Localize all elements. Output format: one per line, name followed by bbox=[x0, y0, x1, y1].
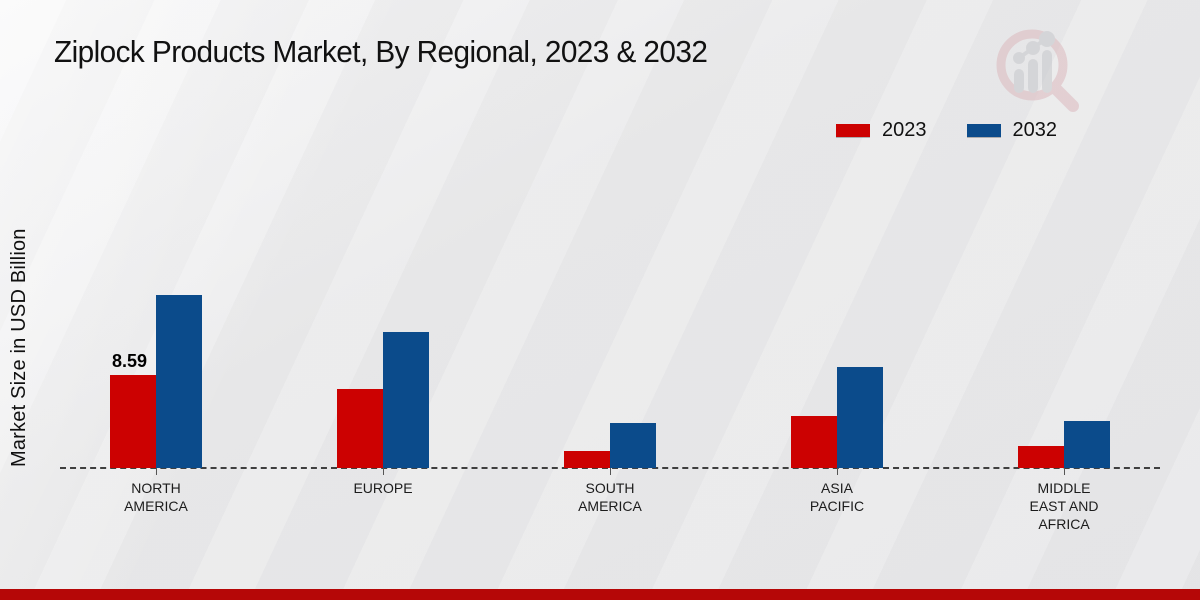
bar-2023-middle-east-and-africa bbox=[1018, 446, 1064, 468]
category-label-europe: EUROPE bbox=[353, 480, 413, 496]
bar-2032-middle-east-and-africa bbox=[1064, 421, 1110, 468]
axis-tick-north-america bbox=[156, 468, 157, 475]
bar-2023-europe bbox=[337, 389, 383, 468]
legend-swatch-2032 bbox=[966, 124, 1001, 137]
bar-2023-asia-pacific bbox=[791, 416, 837, 468]
category-label-north-america: NORTH AMERICA bbox=[124, 480, 188, 515]
legend-item-2023: 2023 bbox=[836, 119, 927, 142]
chart-title: Ziplock Products Market, By Regional, 20… bbox=[54, 34, 708, 69]
category-label-south-america: SOUTH AMERICA bbox=[578, 480, 642, 515]
legend-swatch-2023 bbox=[836, 124, 870, 137]
axis-tick-middle-east-and-africa bbox=[1064, 468, 1065, 475]
category-label-middle-east-and-africa: MIDDLE EAST AND AFRICA bbox=[1029, 480, 1099, 533]
data-label-2023-north-america: 8.59 bbox=[112, 351, 148, 371]
bar-2032-europe bbox=[383, 332, 429, 468]
magnifier-bar-chart-logo-icon bbox=[992, 26, 1087, 116]
legend-item-2032: 2032 bbox=[966, 119, 1058, 142]
bar-2032-north-america bbox=[156, 295, 202, 468]
bar-2032-south-america bbox=[610, 423, 656, 468]
footer-accent-bar bbox=[0, 589, 1200, 600]
bar-2023-north-america bbox=[110, 375, 156, 468]
legend-label-2032: 2032 bbox=[1012, 119, 1058, 141]
axis-tick-asia-pacific bbox=[837, 468, 838, 475]
bar-2032-asia-pacific bbox=[837, 367, 883, 468]
category-label-asia-pacific: ASIA PACIFIC bbox=[809, 480, 865, 515]
axis-tick-europe bbox=[383, 468, 384, 475]
legend-label-2023: 2023 bbox=[882, 119, 927, 141]
legend: 2023 2032 bbox=[836, 119, 1083, 142]
axis-tick-south-america bbox=[610, 468, 611, 475]
bar-2023-south-america bbox=[564, 451, 610, 468]
